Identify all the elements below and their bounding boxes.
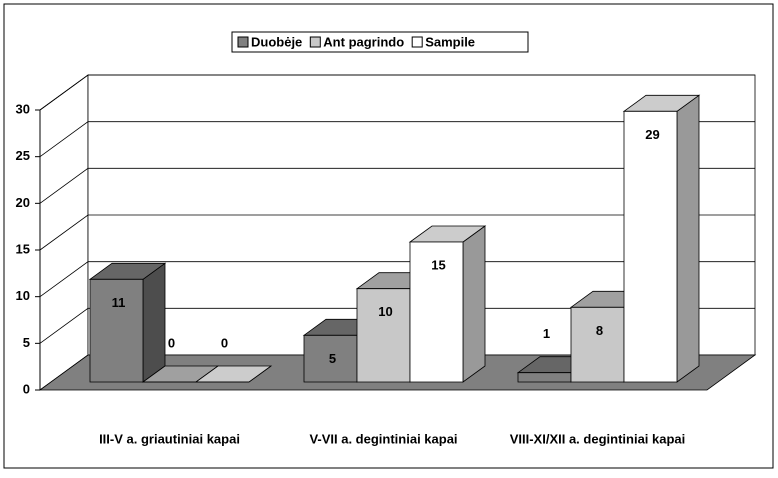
data-label: 1 (543, 326, 550, 341)
y-tick-label: 30 (16, 101, 30, 116)
legend-swatch (309, 36, 321, 48)
legend-label: Ant pagrindo (323, 34, 404, 49)
y-tick-label: 10 (16, 288, 30, 303)
grid-line (39, 261, 755, 297)
legend-label: Sampile (425, 34, 475, 49)
bar (622, 94, 701, 383)
grid-line (39, 167, 755, 204)
data-label: 0 (168, 335, 175, 350)
data-label: 0 (221, 335, 228, 350)
grid-line (39, 307, 755, 344)
data-label: 11 (112, 295, 126, 310)
x-tick-label: V-VII a. degintiniai kapai (309, 431, 457, 446)
legend-swatch (237, 36, 249, 48)
bar-front (623, 110, 678, 383)
legend-swatch (411, 36, 423, 48)
y-tick-label: 25 (16, 148, 30, 163)
bar-side (462, 225, 486, 383)
data-label: 15 (431, 257, 445, 272)
bar-front (409, 241, 464, 383)
bar (88, 262, 167, 383)
data-label: 5 (329, 351, 336, 366)
x-tick-label: VIII-XI/XII a. degintiniai kapai (510, 431, 686, 446)
bar-front (517, 372, 572, 383)
grid-line (39, 214, 755, 251)
bar-side (142, 262, 166, 383)
bar-side (676, 94, 700, 383)
x-tick-label: III-V a. griautiniai kapai (99, 431, 240, 446)
grid-line (39, 121, 755, 157)
data-label: 29 (645, 127, 659, 142)
y-tick-label: 20 (16, 195, 30, 210)
y-tick-label: 15 (16, 241, 30, 256)
bar-front (356, 288, 411, 383)
grid-line (39, 74, 755, 111)
y-tick-label: 0 (23, 381, 30, 396)
y-tick-label: 5 (23, 335, 30, 350)
data-label: 8 (596, 323, 603, 338)
bar (408, 225, 487, 383)
legend-label: Duobėje (251, 34, 302, 49)
legend-box (231, 31, 529, 53)
data-label: 10 (378, 304, 392, 319)
bar (194, 365, 273, 383)
bar-front (570, 306, 625, 383)
